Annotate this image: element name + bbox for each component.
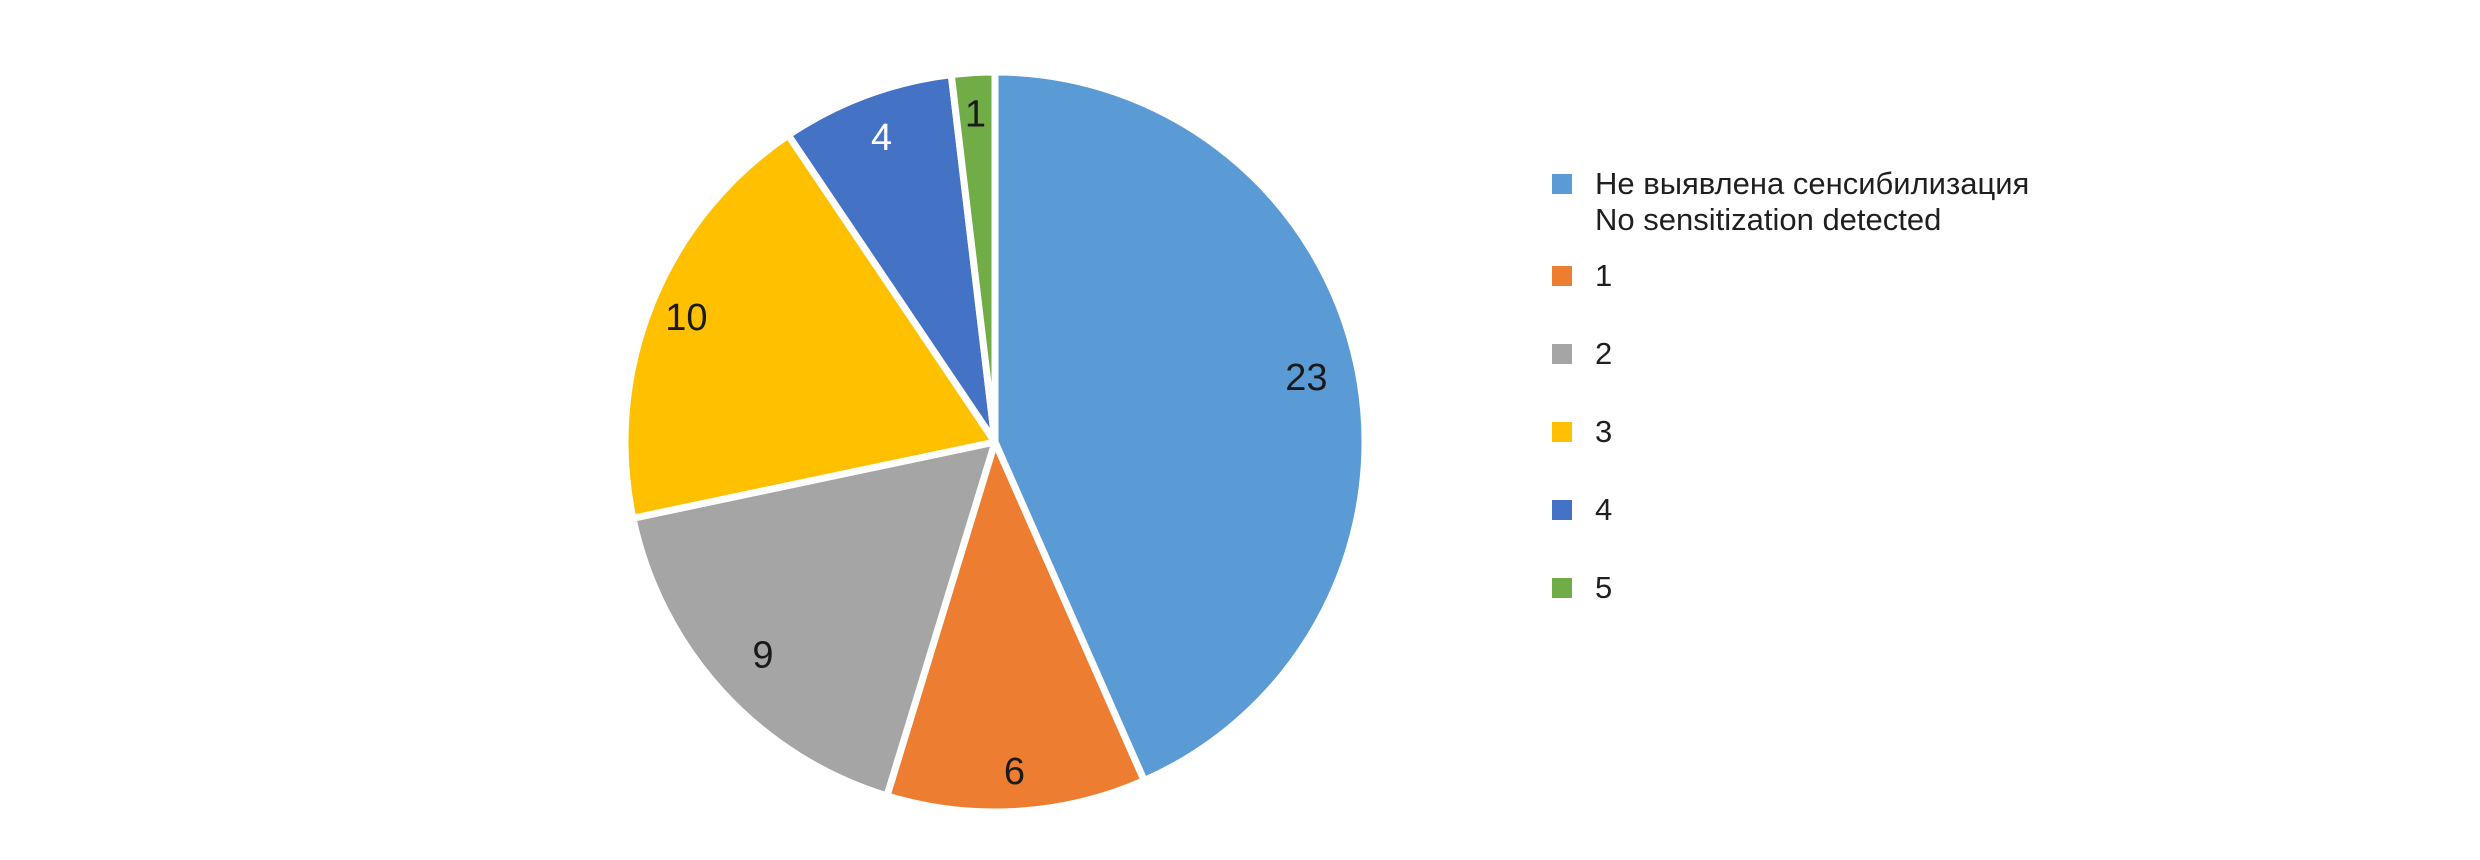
legend-label: 2 <box>1595 336 1612 372</box>
pie-slice-4 <box>784 71 999 446</box>
legend-label-line: No sensitization detected <box>1595 202 1942 237</box>
legend: Не выявлена сенсибилизация No sensitizati… <box>1552 0 2112 860</box>
legend-swatch-icon <box>1552 422 1572 442</box>
legend-label-line: Не выявлена сенсибилизация <box>1595 166 2030 201</box>
legend-label: Не выявлена сенсибилизация No sensitizati… <box>1595 166 2029 238</box>
pie-slice-label-4: 4 <box>871 117 892 159</box>
legend-label: 3 <box>1595 414 1612 450</box>
pie-slice-2 <box>629 438 999 800</box>
pie-slice-label-1: 6 <box>1004 751 1025 793</box>
legend-swatch-icon <box>1552 344 1572 364</box>
pie-slice-1 <box>883 438 1148 816</box>
legend-item-3: 3 <box>1552 414 1612 450</box>
legend-label-line: 2 <box>1595 336 1613 371</box>
pie-slice-0 <box>991 68 1369 785</box>
legend-label-line: 4 <box>1595 492 1613 527</box>
legend-item-4: 4 <box>1552 492 1612 528</box>
legend-swatch-icon <box>1552 266 1572 286</box>
pie-slice-label-2: 9 <box>752 635 773 677</box>
legend-label-line: 3 <box>1595 414 1613 449</box>
legend-item-0: Не выявлена сенсибилизация No sensitizati… <box>1552 166 2029 238</box>
legend-item-1: 1 <box>1552 258 1612 294</box>
legend-swatch-icon <box>1552 500 1572 520</box>
legend-label-line: 1 <box>1595 258 1613 293</box>
legend-item-2: 2 <box>1552 336 1612 372</box>
pie-slice-3 <box>621 131 999 522</box>
legend-label-line: 5 <box>1595 570 1613 605</box>
pie-slice-5 <box>947 68 999 446</box>
legend-swatch-icon <box>1552 174 1572 194</box>
pie-slice-label-3: 10 <box>665 297 707 339</box>
legend-item-5: 5 <box>1552 570 1612 606</box>
legend-swatch-icon <box>1552 578 1572 598</box>
legend-label: 4 <box>1595 492 1612 528</box>
pie-slice-label-5: 1 <box>965 94 986 136</box>
legend-label: 1 <box>1595 258 1612 294</box>
pie-slice-label-0: 23 <box>1285 357 1327 399</box>
legend-label: 5 <box>1595 570 1612 606</box>
